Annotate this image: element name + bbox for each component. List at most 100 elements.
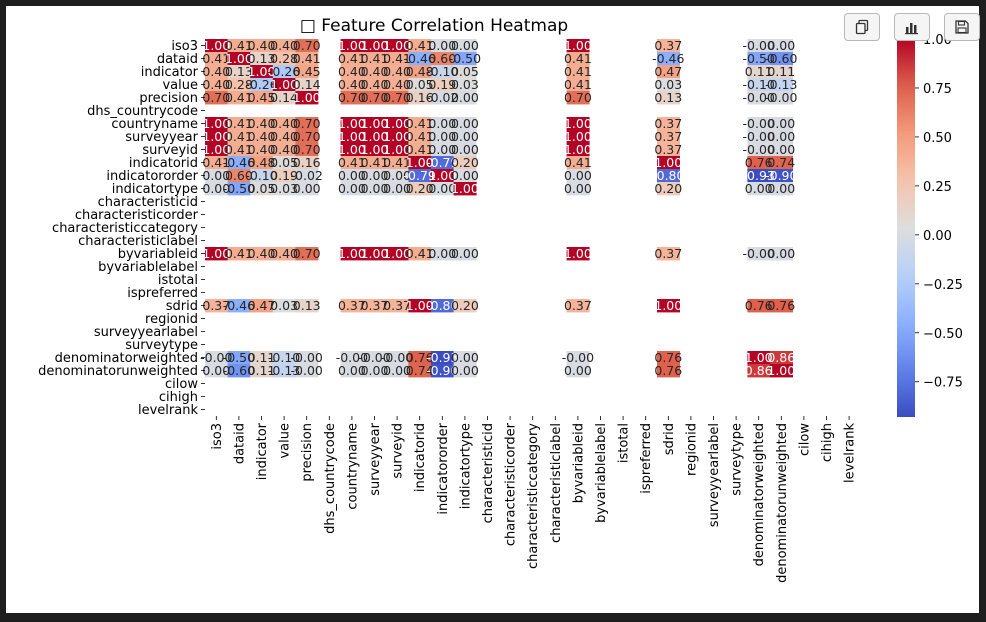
- cell-value-label: 0.00: [451, 116, 479, 131]
- heatmap-cell: [657, 78, 680, 92]
- column-label: characteristicorder: [504, 422, 519, 546]
- heatmap-cell: [747, 130, 771, 144]
- cell-value-label: 1.00: [338, 116, 366, 131]
- cell-value-label: -0.00: [562, 350, 594, 365]
- cell-value-label: 0.41: [338, 51, 366, 66]
- heatmap-cell: [363, 143, 387, 157]
- row-label: indicatororder: [106, 169, 198, 184]
- heatmap-cell: [431, 364, 454, 378]
- row-label: characteristiccategory: [52, 221, 198, 236]
- heatmap-cell: [272, 130, 296, 144]
- cell-value-label: 1.00: [338, 142, 366, 157]
- cell-value-label: 0.00: [451, 350, 479, 365]
- row-label: denominatorweighted: [55, 351, 198, 366]
- heatmap-cell: [566, 299, 590, 313]
- column-label: indicatororder: [436, 422, 451, 514]
- cell-value-label: 0.76: [767, 298, 795, 313]
- cell-value-label: 0.40: [202, 64, 230, 79]
- cell-value-label: 0.48: [248, 155, 276, 170]
- cell-value-label: -0.90: [765, 168, 797, 183]
- heatmap-cell: [295, 117, 319, 131]
- cell-value-label: 0.13: [225, 64, 253, 79]
- cell-value-label: 1.00: [202, 116, 230, 131]
- cell-value-label: -0.50: [223, 350, 255, 365]
- heatmap-cell: [340, 364, 364, 378]
- heatmap-cell: [250, 117, 274, 131]
- cell-value-label: -0.10: [268, 350, 300, 365]
- row-label: cihigh: [159, 390, 198, 405]
- heatmap-cell: [250, 247, 274, 261]
- cell-value-label: 0.40: [248, 142, 276, 157]
- heatmap-cell: [747, 143, 771, 157]
- cell-value-label: 0.16: [406, 90, 434, 105]
- save-icon: [955, 20, 969, 34]
- heatmap-cell: [747, 182, 771, 196]
- cell-value-label: -0.00: [743, 142, 775, 157]
- heatmap-cell: [205, 182, 228, 196]
- heatmap-cell: [227, 130, 251, 144]
- cell-value-label: 0.05: [248, 181, 276, 196]
- heatmap-cell: [205, 143, 228, 157]
- heatmap-cell: [205, 351, 228, 365]
- heatmap-cell: [747, 117, 771, 131]
- cell-value-label: 0.41: [564, 64, 592, 79]
- heatmap-cell: [770, 130, 793, 144]
- cell-value-label: 0.37: [338, 298, 366, 313]
- heatmap-cell: [747, 91, 771, 105]
- save-button[interactable]: [944, 13, 980, 41]
- heatmap-cell: [363, 156, 387, 170]
- cell-value-label: 0.00: [338, 168, 366, 183]
- cell-value-label: 0.70: [202, 90, 230, 105]
- cell-value-label: -0.93: [426, 350, 458, 365]
- cell-value-label: 1.00: [564, 116, 592, 131]
- heatmap-cell: [453, 351, 477, 365]
- row-label: surveytype: [125, 338, 198, 353]
- cell-value-label: 0.00: [767, 129, 795, 144]
- column-label: regionid: [684, 423, 699, 476]
- cell-value-label: -0.00: [200, 350, 232, 365]
- row-label: surveyyear: [125, 130, 198, 145]
- column-label: characteristiclabel: [549, 423, 564, 543]
- cell-value-label: 0.76: [654, 350, 682, 365]
- cell-value-label: 0.03: [270, 298, 298, 313]
- cell-value-label: 0.70: [564, 90, 592, 105]
- column-label: characteristiccategory: [526, 423, 541, 569]
- row-label: countryname: [111, 117, 198, 132]
- colorbar-tick-label: −0.25: [923, 278, 963, 293]
- heatmap-cell: [250, 65, 274, 79]
- heatmap-cell: [747, 351, 771, 365]
- cell-value-label: 0.00: [293, 181, 321, 196]
- cell-value-label: 1.00: [202, 129, 230, 144]
- heatmap-cell: [272, 351, 296, 365]
- cell-value-label: 0.40: [338, 64, 366, 79]
- heatmap-cell: [453, 78, 477, 92]
- heatmap-cell: [227, 364, 251, 378]
- cell-value-label: -0.60: [765, 51, 797, 66]
- heatmap-cell: [431, 247, 454, 261]
- cell-value-label: 0.45: [248, 90, 276, 105]
- heatmap-cell: [250, 130, 274, 144]
- bar-chart-icon: [905, 23, 918, 35]
- cell-value-label: 1.00: [564, 129, 592, 144]
- cell-value-label: -0.46: [404, 51, 436, 66]
- cell-value-label: 0.00: [767, 181, 795, 196]
- cell-value-label: -0.10: [245, 168, 277, 183]
- cell-value-label: 1.00: [654, 155, 682, 170]
- bar-chart-button[interactable]: [894, 13, 930, 41]
- heatmap-cell: [340, 91, 364, 105]
- heatmap-cell: [453, 156, 477, 170]
- row-label: byvariablelabel: [98, 260, 198, 275]
- heatmap-cell: [272, 39, 296, 53]
- cell-value-label: 0.40: [248, 246, 276, 261]
- cell-value-label: -0.00: [743, 246, 775, 261]
- column-label: denominatorweighted: [752, 423, 767, 566]
- heatmap-cell: [385, 130, 409, 144]
- heatmap-cell: [385, 182, 409, 196]
- heatmap-cell: [227, 52, 251, 66]
- cell-value-label: 0.00: [338, 181, 366, 196]
- cell-value-label: 1.00: [428, 168, 456, 183]
- row-label: characteristicid: [98, 195, 198, 210]
- copy-button[interactable]: [844, 13, 880, 41]
- cell-value-label: 1.00: [361, 116, 389, 131]
- heatmap-cell: [657, 364, 680, 378]
